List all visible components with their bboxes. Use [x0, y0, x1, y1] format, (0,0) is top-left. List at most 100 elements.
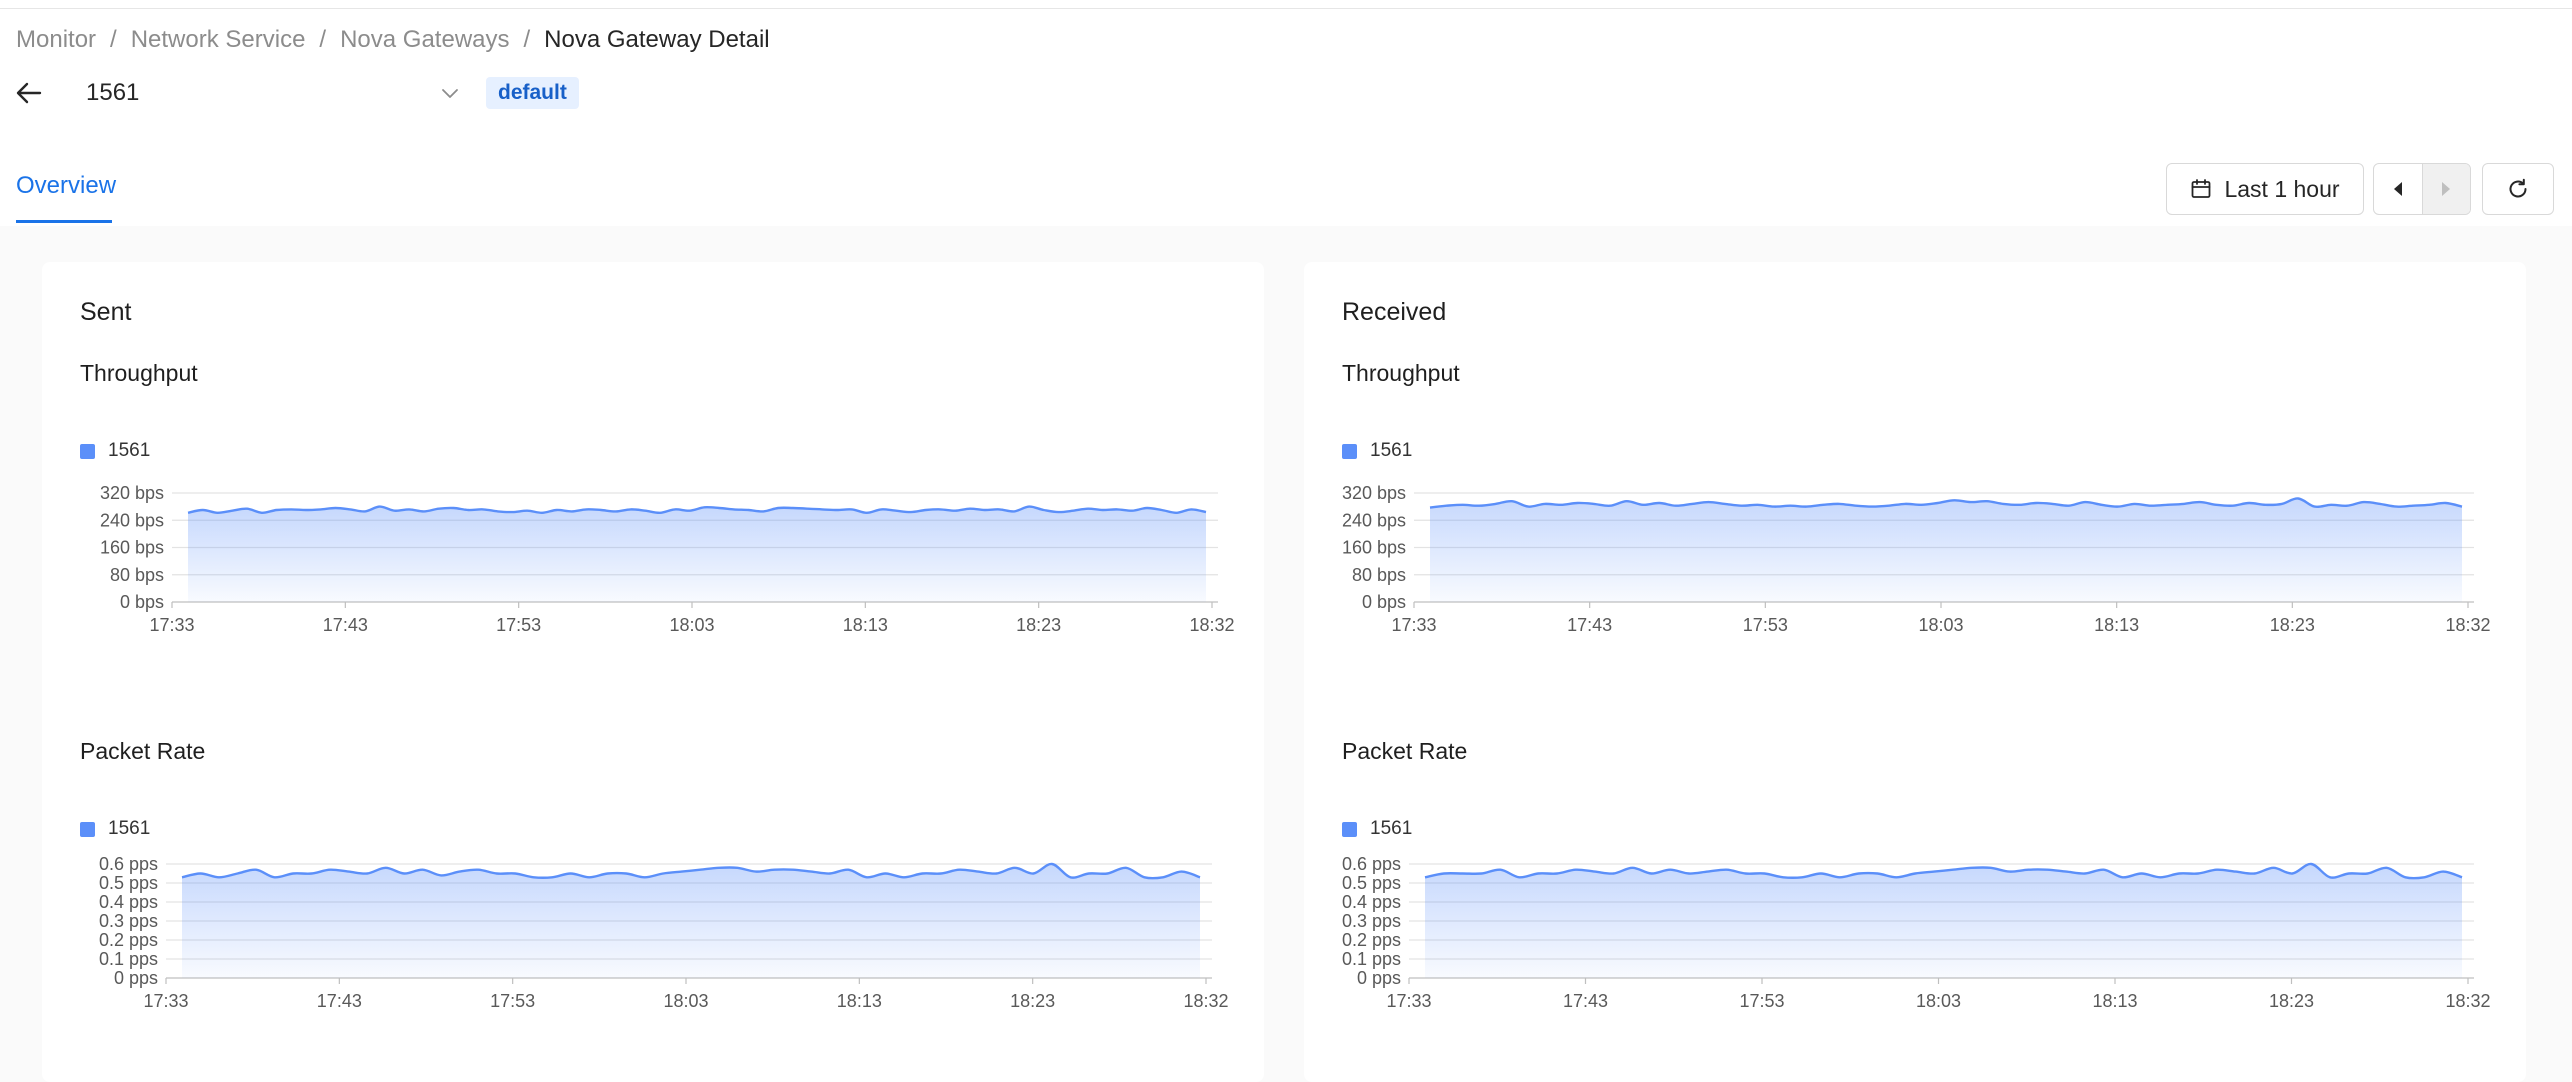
y-tick-label: 80 bps	[1352, 565, 1406, 585]
legend-label: 1561	[1370, 440, 1413, 461]
section-title: Packet Rate	[1342, 738, 1468, 764]
section-title: Throughput	[80, 360, 198, 386]
y-tick-label: 240 bps	[1342, 510, 1406, 530]
caret-left-icon	[2393, 182, 2402, 196]
refresh-icon	[2509, 178, 2527, 198]
x-tick-label: 18:13	[837, 991, 882, 1011]
series-area	[188, 506, 1206, 602]
panel-title: Received	[1342, 298, 1447, 326]
y-tick-label: 0 bps	[120, 592, 164, 612]
x-tick-label: 17:53	[496, 615, 541, 635]
y-tick-label: 0.6 pps	[99, 854, 158, 874]
panel-title: Sent	[80, 298, 132, 326]
x-tick-label: 17:33	[1391, 615, 1436, 635]
received-throughput-chart[interactable]: 0 bps 80 bps 160 bps 240 bps 320 bps 17:33 17:…	[1304, 472, 2526, 635]
x-tick-label: 18:23	[1016, 615, 1061, 635]
chart-legend[interactable]: 1561	[80, 818, 150, 840]
y-tick-label: 160 bps	[100, 538, 164, 558]
y-tick-label: 0 pps	[114, 968, 158, 988]
y-tick-label: 240 bps	[100, 510, 164, 530]
back-button[interactable]	[14, 78, 44, 108]
y-tick-label: 0 bps	[1362, 592, 1406, 612]
x-tick-label: 18:32	[2445, 615, 2490, 635]
x-tick-label: 18:03	[1918, 615, 1963, 635]
series-line	[187, 505, 1207, 515]
x-tick-label: 18:23	[1010, 991, 1055, 1011]
chevron-down-icon	[442, 89, 458, 98]
x-tick-label: 17:53	[1739, 991, 1784, 1011]
tab-overview[interactable]: Overview	[16, 172, 117, 199]
refresh-button[interactable]	[2482, 163, 2554, 215]
x-tick-label: 18:03	[669, 615, 714, 635]
y-tick-label: 0.5 pps	[1342, 873, 1401, 893]
gateway-selector[interactable]: 1561	[70, 72, 460, 114]
series-line	[181, 862, 1201, 880]
sent-throughput-chart[interactable]: 0 bps 80 bps 160 bps 240 bps 320 bps 17:33 17:…	[42, 472, 1264, 635]
time-range-button[interactable]: Last 1 hour	[2166, 163, 2364, 215]
caret-right-icon	[2442, 182, 2451, 196]
y-tick-label: 0.1 pps	[1342, 949, 1401, 969]
received-panel: Received Throughput 1561 0 bps 80 bps 160 …	[1304, 262, 2526, 1082]
series-area	[182, 863, 1200, 978]
breadcrumb-nova-gateways[interactable]: Nova Gateways	[340, 26, 510, 53]
namespace-tag: default	[486, 77, 579, 109]
series-line	[1429, 497, 2463, 509]
breadcrumb-separator: /	[523, 26, 531, 53]
legend-label: 1561	[108, 818, 151, 839]
sent-panel: Sent Throughput 1561 0 bps 80 bps 160 bps 2…	[42, 262, 1264, 1082]
legend-label: 1561	[108, 440, 151, 461]
y-tick-label: 0.2 pps	[99, 930, 158, 950]
series-line	[1424, 862, 2463, 880]
x-tick-label: 18:03	[1916, 991, 1961, 1011]
y-tick-label: 80 bps	[110, 565, 164, 585]
x-tick-label: 18:13	[843, 615, 888, 635]
breadcrumb-separator: /	[110, 26, 117, 53]
section-title: Packet Rate	[80, 738, 206, 764]
y-tick-label: 0.5 pps	[99, 873, 158, 893]
legend-swatch	[80, 821, 95, 837]
y-tick-label: 0.2 pps	[1342, 930, 1401, 950]
calendar-icon	[2192, 179, 2211, 198]
y-tick-label: 0.6 pps	[1342, 854, 1401, 874]
legend-swatch	[80, 443, 95, 459]
time-range-label: Last 1 hour	[2224, 175, 2340, 202]
x-tick-label: 18:32	[2445, 991, 2490, 1011]
x-tick-label: 17:33	[149, 615, 194, 635]
x-tick-label: 18:13	[2094, 615, 2139, 635]
breadcrumb-network-service[interactable]: Network Service	[130, 26, 306, 53]
x-tick-label: 17:53	[490, 991, 535, 1011]
section-title: Throughput	[1342, 360, 1460, 386]
y-tick-label: 0.4 pps	[1342, 892, 1401, 912]
x-tick-label: 17:53	[1743, 615, 1788, 635]
x-tick-label: 18:32	[1183, 991, 1228, 1011]
breadcrumb-current: Nova Gateway Detail	[544, 26, 770, 53]
next-period-button[interactable]	[2421, 164, 2470, 214]
breadcrumb: Monitor / Network Service / Nova Gateway…	[16, 26, 770, 54]
x-tick-label: 18:03	[663, 991, 708, 1011]
x-tick-label: 18:23	[2270, 615, 2315, 635]
legend-swatch	[1342, 821, 1357, 837]
chart-legend[interactable]: 1561	[80, 440, 150, 462]
x-tick-label: 17:33	[1386, 991, 1431, 1011]
series-area	[1430, 498, 2462, 602]
gateway-selector-value: 1561	[86, 79, 140, 106]
y-tick-label: 0.3 pps	[99, 911, 158, 931]
x-tick-label: 17:43	[1563, 991, 1608, 1011]
chart-legend[interactable]: 1561	[1342, 818, 1412, 840]
x-tick-label: 17:43	[1567, 615, 1612, 635]
prev-period-button[interactable]	[2374, 164, 2422, 214]
x-tick-label: 17:33	[143, 991, 188, 1011]
y-tick-label: 320 bps	[100, 483, 164, 503]
legend-label: 1561	[1370, 818, 1413, 839]
x-tick-label: 17:43	[317, 991, 362, 1011]
x-tick-label: 17:43	[323, 615, 368, 635]
chart-legend[interactable]: 1561	[1342, 440, 1412, 462]
breadcrumb-monitor[interactable]: Monitor	[16, 26, 97, 53]
series-area	[1425, 863, 2462, 978]
time-nav-group	[2373, 163, 2471, 215]
breadcrumb-separator: /	[319, 26, 327, 53]
y-tick-label: 320 bps	[1342, 483, 1406, 503]
y-tick-label: 160 bps	[1342, 538, 1406, 558]
